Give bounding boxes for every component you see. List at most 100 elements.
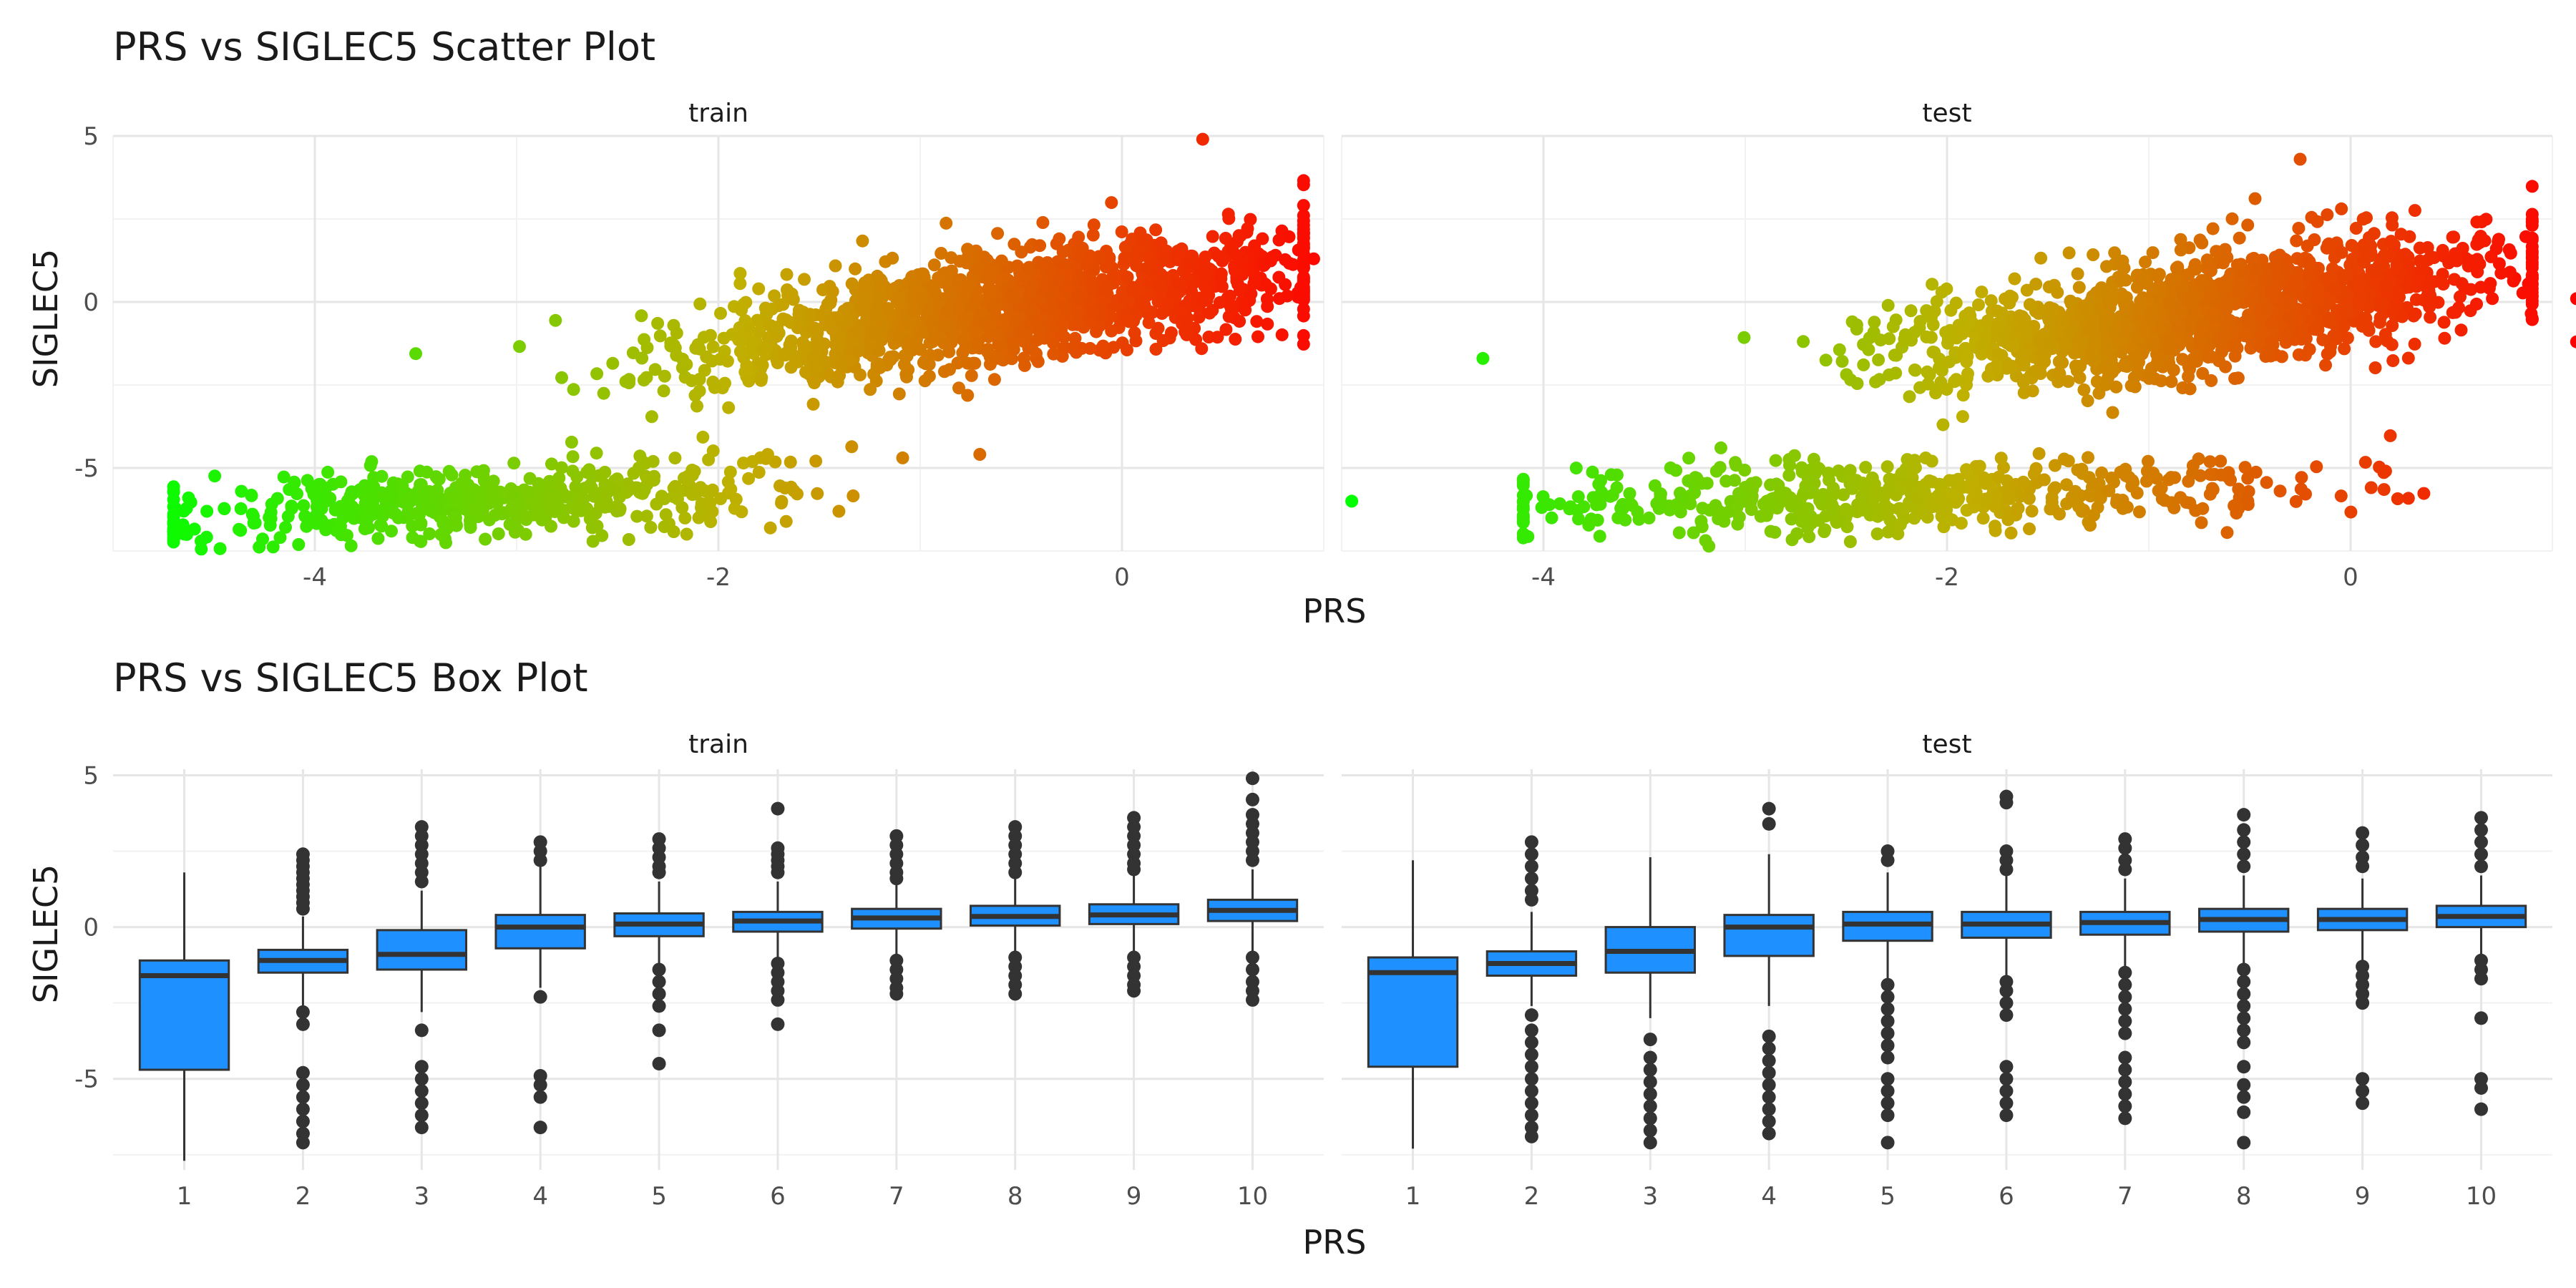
scatter-point (2155, 482, 2168, 495)
scatter-point (2138, 324, 2152, 338)
scatter-point (167, 510, 180, 524)
scatter-point (177, 504, 190, 518)
scatter-point (779, 348, 792, 362)
box-outlier-point (1245, 992, 1259, 1007)
scatter-point (1961, 349, 1974, 363)
scatter-point (937, 319, 950, 333)
scatter-point (2081, 394, 2094, 408)
scatter-point (2256, 326, 2270, 340)
scatter-point (960, 256, 973, 270)
scatter-point (2275, 350, 2288, 364)
scatter-point (1545, 511, 1558, 525)
scatter-point (1713, 461, 1727, 474)
box-outlier-point (1999, 1008, 2014, 1023)
scatter-point (886, 251, 899, 265)
scatter-point (586, 535, 600, 548)
scatter-point (914, 291, 928, 305)
scatter-point (2338, 342, 2351, 356)
scatter-point (375, 519, 389, 533)
scatter-point (2384, 429, 2397, 442)
scatter-point (375, 469, 389, 483)
box-outlier-point (2237, 962, 2251, 977)
scatter-point (1654, 492, 1667, 504)
scatter-point (2319, 358, 2332, 372)
scatter-point (1785, 533, 1799, 547)
scatter-point (658, 369, 671, 383)
box-outlier-point (1999, 1096, 2014, 1111)
scatter-point (2310, 460, 2323, 474)
scatter-point (1981, 314, 1994, 328)
box-outlier-point (652, 1023, 666, 1038)
scatter-point (434, 527, 448, 541)
scatter-point (1868, 316, 1881, 329)
scatter-point (1859, 461, 1873, 474)
scatter-point (1801, 502, 1815, 515)
box-outlier-point (414, 1023, 429, 1038)
scatter-point (2316, 333, 2330, 346)
scatter-point (1068, 331, 1082, 345)
scatter-point (2328, 283, 2341, 296)
box-outlier-point (1999, 862, 2014, 877)
box-outlier-point (2237, 835, 2251, 849)
scatter-point (703, 497, 717, 509)
box-outlier-point (771, 801, 785, 816)
box-outlier-point (2237, 1136, 2251, 1150)
scatter-point (1213, 296, 1226, 309)
scatter-point (2171, 323, 2185, 336)
scatter-point (793, 311, 806, 324)
scatter-point (2193, 334, 2207, 347)
scatter-point (2470, 215, 2484, 229)
scatter-point (1297, 283, 1310, 296)
scatter-point (2437, 316, 2451, 329)
scatter-point (2358, 456, 2372, 469)
scatter-point (1919, 452, 1933, 464)
box-outlier-point (1524, 1023, 1538, 1038)
scatter-point (2205, 350, 2218, 364)
scatter-point (755, 371, 769, 384)
scatter-point (2525, 294, 2539, 308)
scatter-point (2016, 475, 2030, 489)
scatter-point (582, 463, 596, 477)
box-outlier-point (1524, 1129, 1538, 1143)
scatter-point (2378, 248, 2391, 262)
scatter-point (898, 348, 912, 362)
box-x-tick-label: 5 (651, 1182, 667, 1211)
box-y-tick-label: -5 (74, 1065, 99, 1094)
scatter-point (431, 472, 444, 485)
scatter-point (959, 341, 972, 355)
scatter-x-tick-label: -4 (303, 563, 327, 592)
scatter-point (1149, 223, 1163, 237)
scatter-point (2373, 316, 2386, 329)
box-outlier-point (1762, 1041, 1776, 1055)
scatter-point (1703, 503, 1717, 517)
scatter-point (872, 343, 886, 357)
scatter-point (1128, 326, 1141, 340)
scatter-point (1839, 502, 1853, 516)
scatter-point (1257, 259, 1270, 273)
scatter-x-axis-title: PRS (1303, 592, 1367, 630)
scatter-point (1023, 288, 1037, 302)
scatter-point (1991, 304, 2004, 318)
scatter-point (2026, 384, 2039, 398)
scatter-point (2341, 331, 2354, 345)
scatter-point (658, 520, 671, 534)
scatter-point (1975, 286, 1989, 299)
box-outlier-point (2356, 996, 2370, 1010)
scatter-point (1476, 351, 1490, 365)
scatter-point (449, 519, 463, 532)
scatter-point (2151, 270, 2165, 283)
box-outlier-point (1524, 1096, 1538, 1111)
box-x-tick-label: 4 (1761, 1182, 1777, 1211)
scatter-point (1911, 492, 1924, 505)
scatter-point (1989, 519, 2001, 533)
scatter-point (809, 454, 823, 468)
scatter-point (2195, 236, 2209, 250)
scatter-point (1516, 514, 1530, 527)
scatter-point (340, 529, 353, 542)
scatter-point (1682, 452, 1696, 465)
box-outlier-point (1762, 801, 1776, 816)
scatter-x-tick-label: 0 (2343, 563, 2358, 592)
scatter-point (430, 487, 444, 501)
scatter-point (234, 502, 248, 515)
scatter-point (940, 304, 954, 318)
